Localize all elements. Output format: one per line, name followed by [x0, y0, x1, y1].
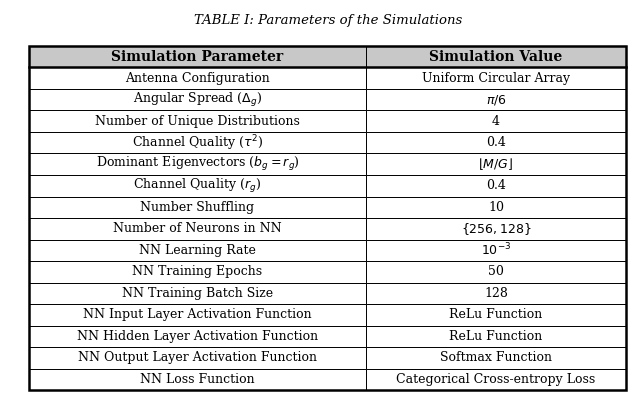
Bar	[366, 239, 626, 261]
Bar	[366, 326, 626, 347]
Bar	[29, 67, 366, 89]
Bar	[29, 132, 366, 154]
Bar	[29, 347, 366, 369]
Text: Dominant Eigenvectors ($b_g = r_g$): Dominant Eigenvectors ($b_g = r_g$)	[95, 155, 300, 173]
Text: $\pi/6$: $\pi/6$	[486, 93, 506, 107]
Text: NN Input Layer Activation Function: NN Input Layer Activation Function	[83, 308, 312, 322]
Bar	[29, 154, 366, 175]
Bar	[29, 89, 366, 111]
Text: Simulation Parameter: Simulation Parameter	[111, 49, 284, 64]
Bar	[366, 304, 626, 326]
Bar	[366, 218, 626, 239]
Bar	[366, 347, 626, 369]
Text: 128: 128	[484, 287, 508, 300]
Text: ReLu Function: ReLu Function	[449, 308, 543, 322]
Bar	[366, 197, 626, 218]
Bar	[29, 304, 366, 326]
Bar	[29, 369, 366, 390]
Text: NN Loss Function: NN Loss Function	[140, 373, 255, 386]
Bar	[29, 326, 366, 347]
Bar	[366, 175, 626, 197]
Text: Softmax Function: Softmax Function	[440, 352, 552, 364]
Text: NN Training Batch Size: NN Training Batch Size	[122, 287, 273, 300]
Bar	[29, 46, 366, 67]
Text: 50: 50	[488, 265, 504, 279]
Bar	[29, 197, 366, 218]
Text: NN Learning Rate: NN Learning Rate	[139, 244, 256, 257]
Bar	[29, 282, 366, 304]
Text: $\{256, 128\}$: $\{256, 128\}$	[461, 221, 531, 237]
Bar	[29, 218, 366, 239]
Text: Categorical Cross-entropy Loss: Categorical Cross-entropy Loss	[396, 373, 596, 386]
Bar	[366, 67, 626, 89]
Text: 10: 10	[488, 201, 504, 214]
Text: Channel Quality ($r_g$): Channel Quality ($r_g$)	[133, 177, 262, 195]
Text: NN Output Layer Activation Function: NN Output Layer Activation Function	[78, 352, 317, 364]
Text: Simulation Value: Simulation Value	[429, 49, 563, 64]
Text: Angular Spread ($\Delta_g$): Angular Spread ($\Delta_g$)	[133, 91, 262, 109]
Text: NN Hidden Layer Activation Function: NN Hidden Layer Activation Function	[77, 330, 318, 343]
Text: Channel Quality ($\tau^2$): Channel Quality ($\tau^2$)	[132, 133, 263, 152]
Bar	[29, 175, 366, 197]
Bar	[366, 111, 626, 132]
Bar	[29, 111, 366, 132]
Text: ReLu Function: ReLu Function	[449, 330, 543, 343]
Bar	[366, 369, 626, 390]
Bar	[366, 89, 626, 111]
Bar	[366, 154, 626, 175]
Text: $10^{-3}$: $10^{-3}$	[481, 242, 511, 259]
Text: 4: 4	[492, 115, 500, 128]
Bar	[29, 261, 366, 282]
Text: $\lfloor M/G \rfloor$: $\lfloor M/G \rfloor$	[478, 156, 514, 172]
Text: Number of Neurons in NN: Number of Neurons in NN	[113, 222, 282, 235]
Text: Number Shuffling: Number Shuffling	[140, 201, 255, 214]
Text: TABLE I: Parameters of the Simulations: TABLE I: Parameters of the Simulations	[193, 14, 462, 27]
Bar	[29, 46, 626, 390]
Text: 0.4: 0.4	[486, 179, 506, 192]
Bar	[366, 46, 626, 67]
Text: Uniform Circular Array: Uniform Circular Array	[422, 72, 570, 85]
Text: 0.4: 0.4	[486, 136, 506, 149]
Text: Antenna Configuration: Antenna Configuration	[125, 72, 270, 85]
Text: NN Training Epochs: NN Training Epochs	[132, 265, 262, 279]
Text: Number of Unique Distributions: Number of Unique Distributions	[95, 115, 300, 128]
Bar	[366, 132, 626, 154]
Bar	[366, 261, 626, 282]
Bar	[366, 282, 626, 304]
Bar	[29, 239, 366, 261]
